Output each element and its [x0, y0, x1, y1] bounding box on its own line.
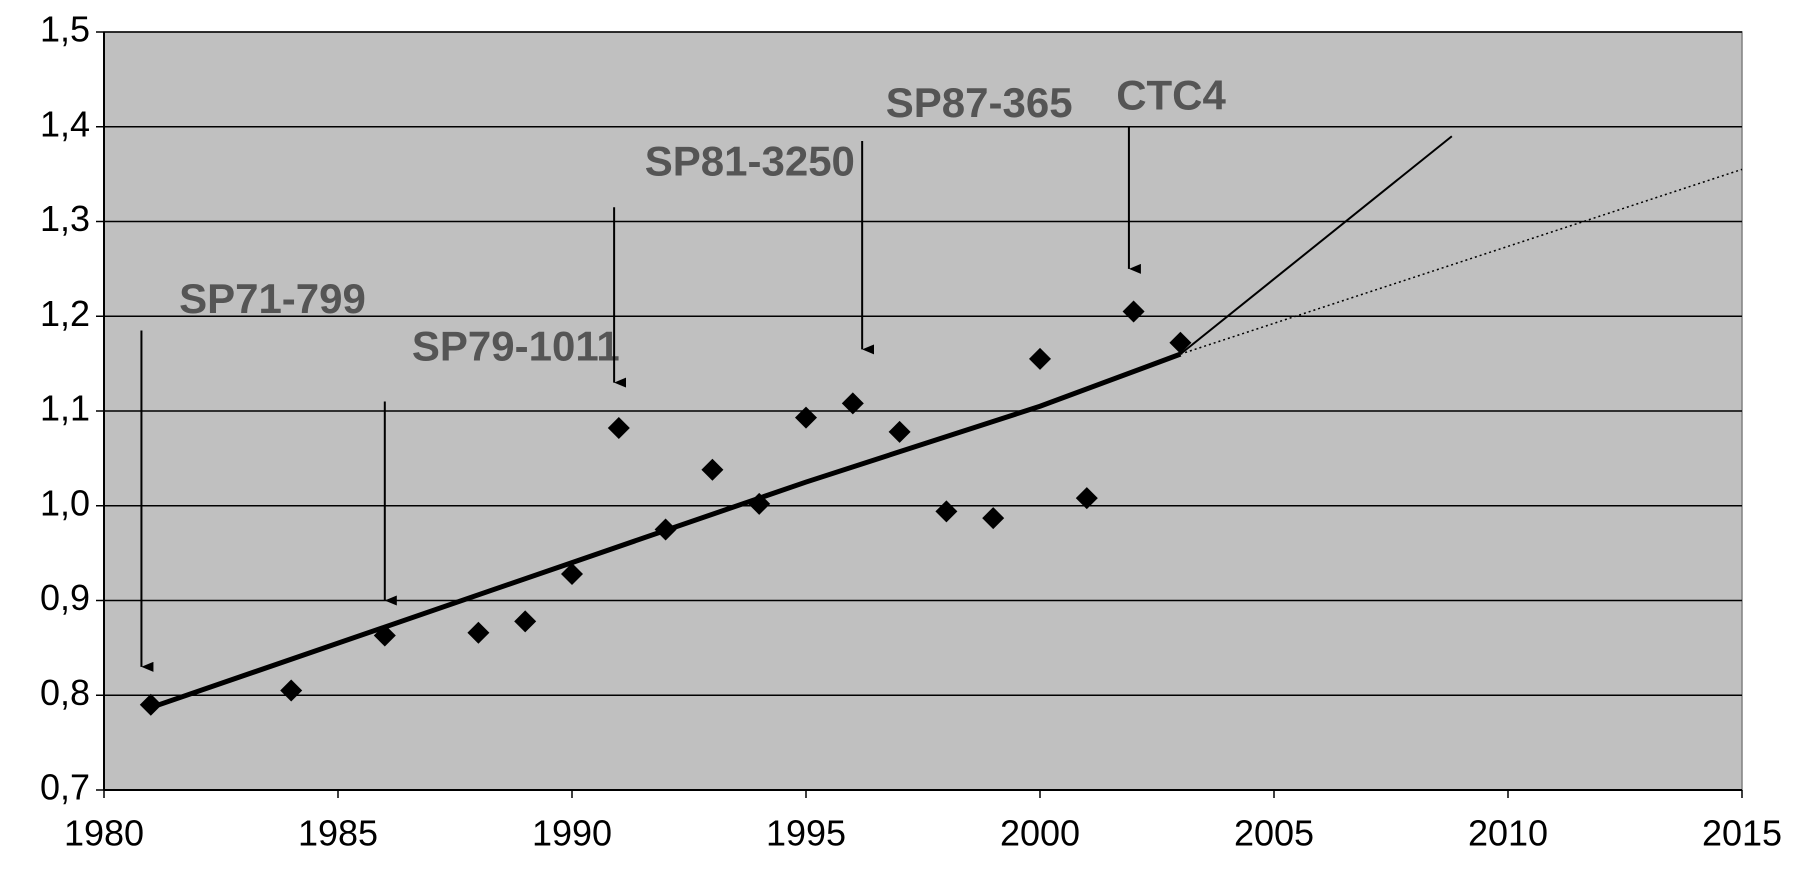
- x-tick-label: 2005: [1234, 813, 1314, 854]
- y-tick-label: 0,9: [40, 577, 90, 618]
- data-point: [795, 406, 817, 429]
- data-point: [888, 420, 911, 443]
- annotation-label: CTC4: [1116, 71, 1226, 118]
- x-tick-label: 1990: [532, 813, 612, 854]
- line: [1179, 135, 1453, 355]
- annotation-label: SP81-3250: [645, 138, 855, 185]
- annotation-label: SP71-799: [179, 275, 366, 322]
- y-tick-label: 1,0: [40, 482, 90, 523]
- data-point: [701, 458, 724, 481]
- data-point: [1029, 347, 1051, 370]
- data-point: [935, 500, 958, 523]
- line: [149, 351, 1182, 710]
- y-tick-label: 1,1: [40, 388, 90, 429]
- x-tick-label: 2010: [1468, 813, 1548, 854]
- y-tick-label: 1,5: [40, 9, 90, 50]
- annotation-label: SP87-365: [886, 79, 1073, 126]
- x-tick-label: 1985: [298, 813, 378, 854]
- x-tick-label: 1980: [64, 813, 144, 854]
- data-point: [607, 417, 630, 440]
- x-tick-label: 2000: [1000, 813, 1080, 854]
- y-tick-label: 0,7: [40, 767, 90, 808]
- data-point: [467, 621, 490, 644]
- x-tick-label: 2015: [1702, 813, 1782, 854]
- data-point: [982, 507, 1005, 530]
- data-point: [841, 392, 864, 415]
- data-point: [1122, 300, 1145, 323]
- data-point: [1169, 331, 1192, 354]
- y-tick-label: 1,3: [40, 198, 90, 239]
- y-tick-label: 1,4: [40, 103, 90, 144]
- x-tick-label: 1995: [766, 813, 846, 854]
- data-point: [139, 693, 162, 716]
- annotation-label: SP79-1011: [412, 323, 620, 370]
- y-tick-label: 0,8: [40, 672, 90, 713]
- data-point: [514, 610, 537, 633]
- line: [1180, 168, 1743, 355]
- y-tick-label: 1,2: [40, 293, 90, 334]
- data-point: [1075, 487, 1098, 510]
- data-point: [654, 518, 677, 541]
- data-point: [373, 624, 396, 647]
- data-point: [280, 679, 303, 702]
- data-point: [748, 492, 771, 515]
- data-point: [561, 562, 583, 585]
